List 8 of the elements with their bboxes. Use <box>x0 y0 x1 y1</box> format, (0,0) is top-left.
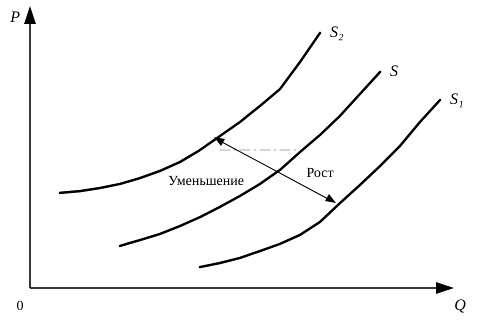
series-label: S₂ <box>330 24 344 41</box>
series-label: S <box>390 62 398 80</box>
y-axis-title: P <box>9 9 20 26</box>
series-label: S₁ <box>450 91 464 108</box>
x-axis-title: Q <box>454 297 466 314</box>
annotation: Уменьшение <box>168 174 244 189</box>
annotation: Рост <box>306 166 334 181</box>
text: 0 <box>16 299 24 314</box>
